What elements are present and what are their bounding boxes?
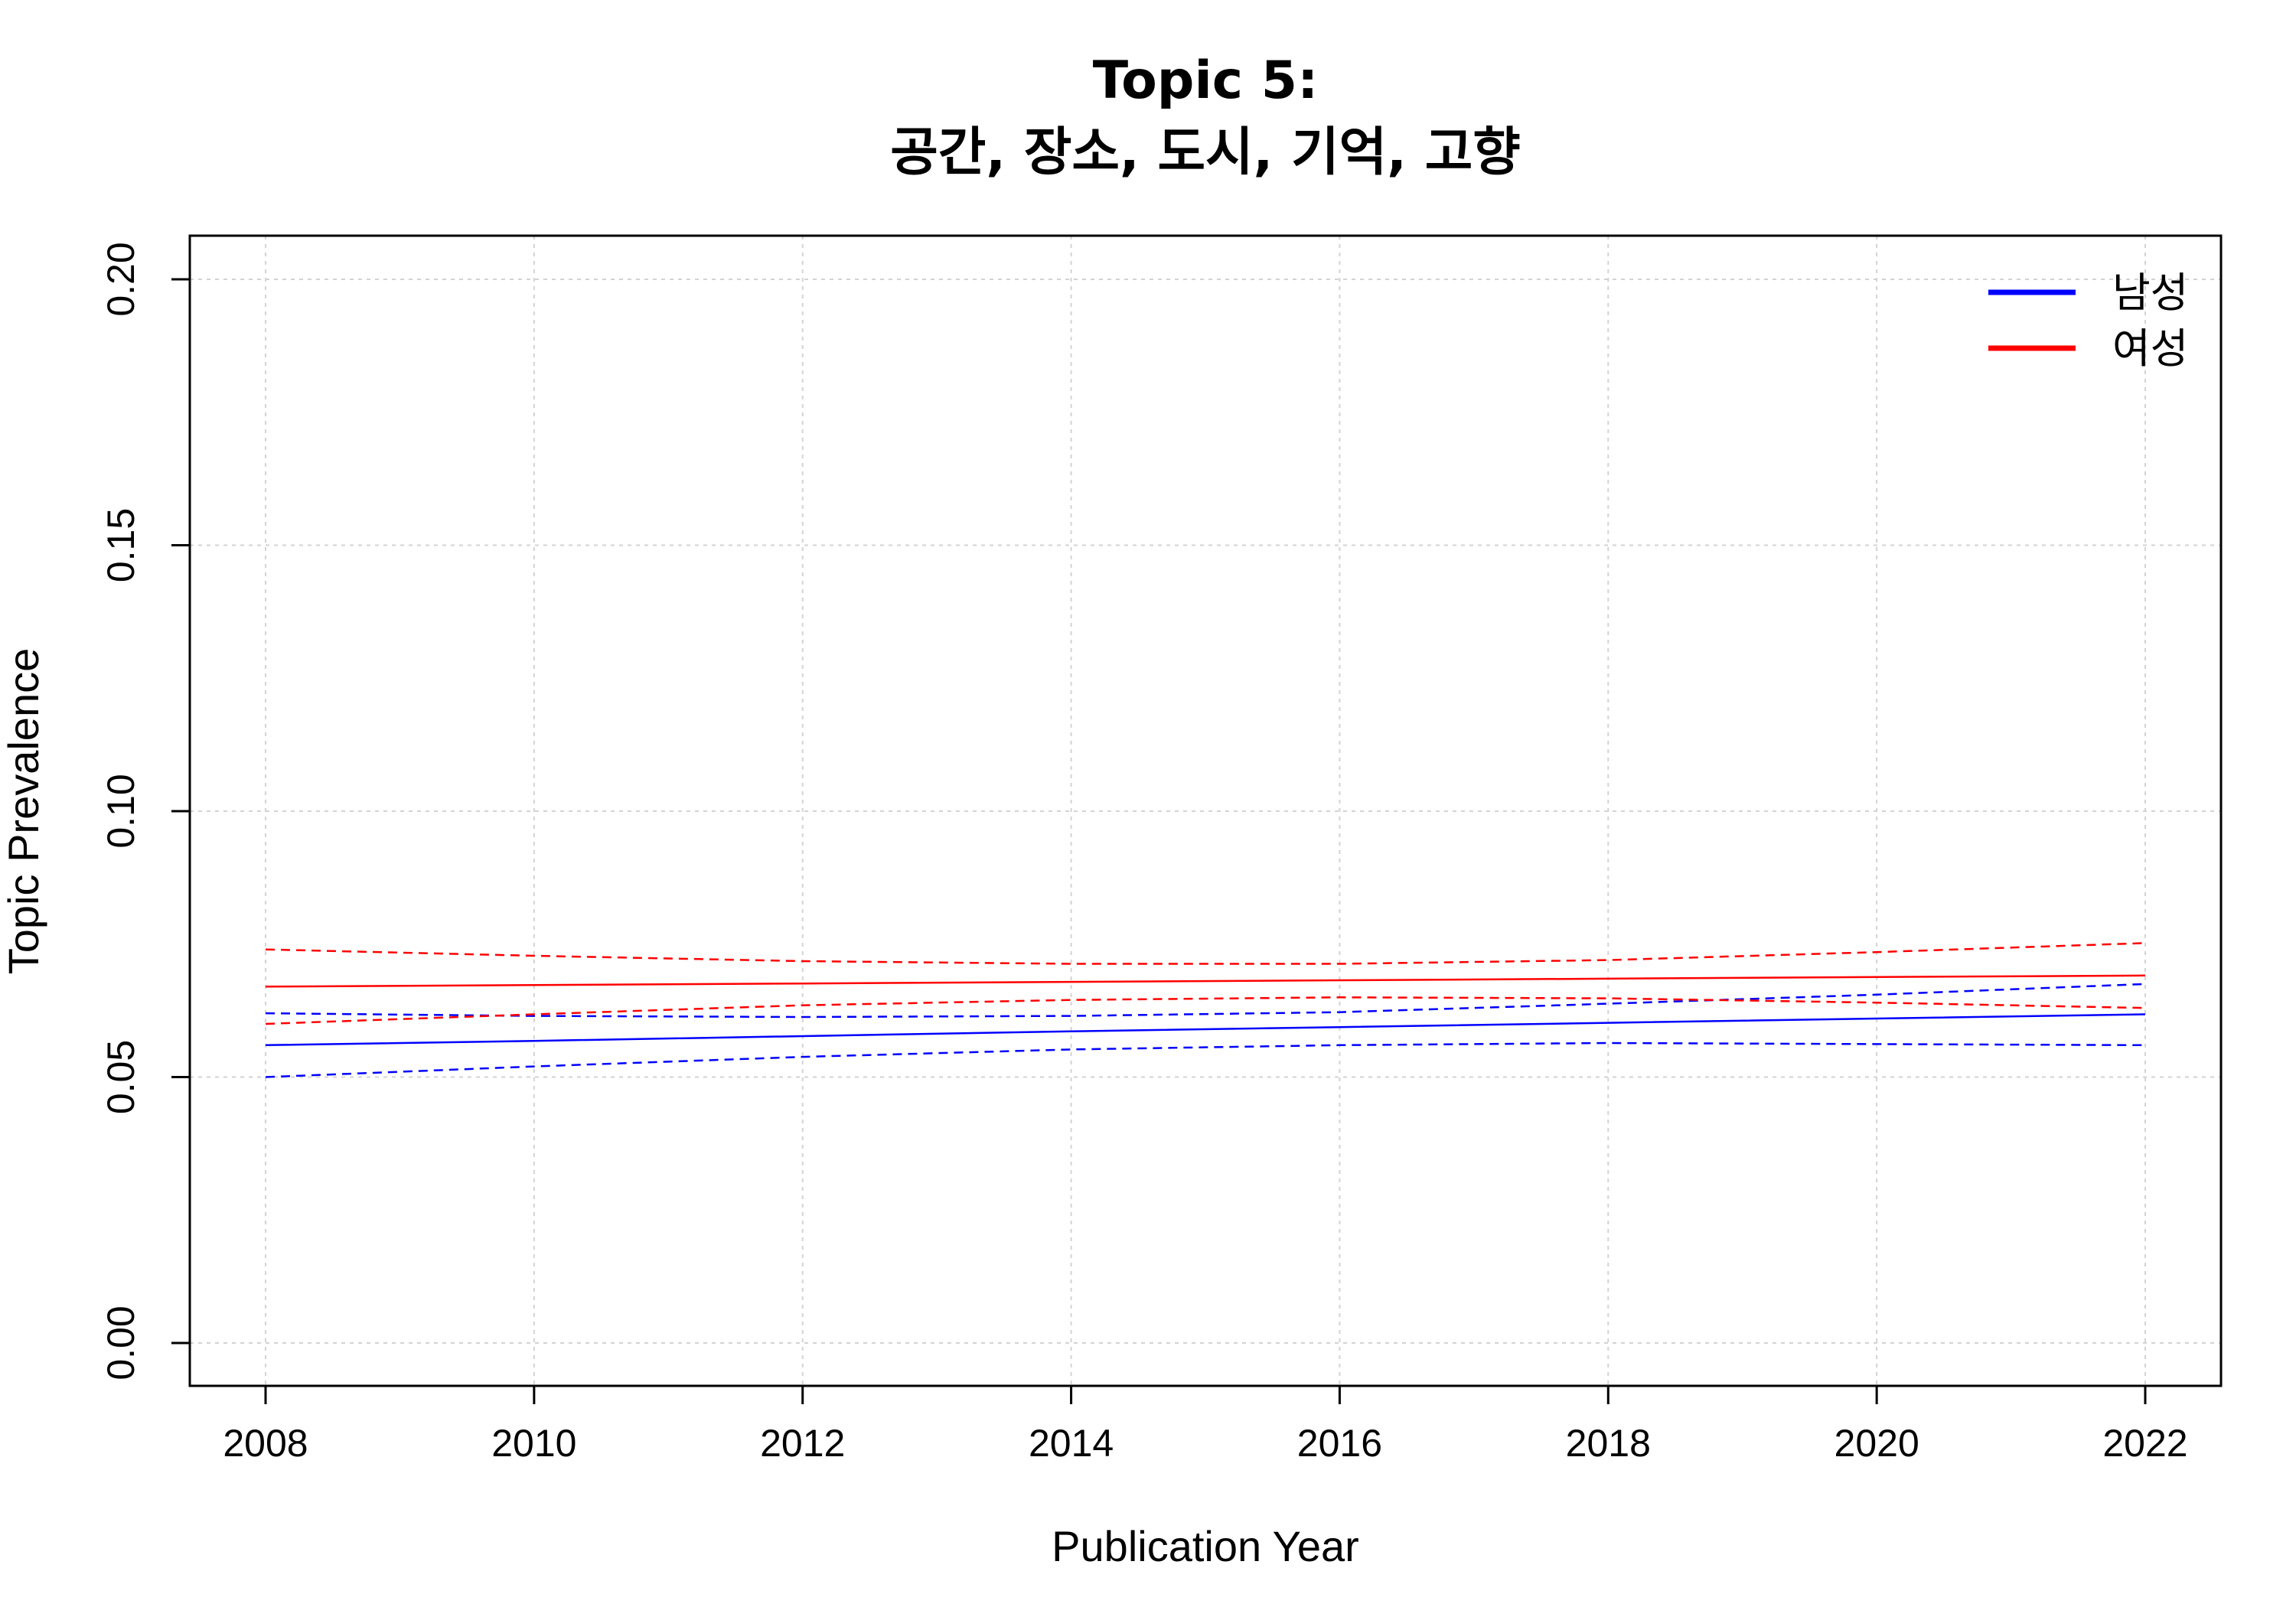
series-layer bbox=[265, 942, 2146, 1078]
y-axis: 0.00 0.05 0.10 0.15 0.20 bbox=[99, 242, 190, 1380]
x-axis: 2008 2010 2012 2014 2016 2018 2020 2022 bbox=[223, 1386, 2188, 1465]
y-tick-label: 0.00 bbox=[99, 1305, 142, 1380]
x-tick-label: 2016 bbox=[1297, 1422, 1382, 1465]
y-tick-label: 0.05 bbox=[99, 1040, 142, 1114]
grid bbox=[190, 236, 2221, 1386]
x-tick-label: 2014 bbox=[1029, 1422, 1114, 1465]
series-0-upper-bound-line bbox=[265, 983, 2146, 1019]
series-1-upper-bound-line bbox=[265, 942, 2146, 965]
x-tick-label: 2022 bbox=[2102, 1422, 2187, 1465]
x-axis-title: Publication Year bbox=[1052, 1522, 1359, 1570]
chart-subtitle: 공간, 장소, 도시, 기억, 고향 bbox=[890, 122, 1521, 183]
legend-label: 남성 bbox=[2112, 269, 2188, 317]
y-axis-title: Topic Prevalence bbox=[0, 648, 47, 974]
x-tick-label: 2010 bbox=[491, 1422, 576, 1465]
series-0-line bbox=[265, 1013, 2146, 1047]
series-0-lower-bound-line bbox=[265, 1041, 2146, 1078]
series-1-lower-bound-line bbox=[265, 996, 2146, 1025]
legend-label: 여성 bbox=[2112, 324, 2188, 373]
series-1-line bbox=[265, 974, 2146, 988]
x-tick-label: 2008 bbox=[223, 1422, 308, 1465]
y-tick-label: 0.10 bbox=[99, 774, 142, 848]
y-tick-label: 0.20 bbox=[99, 242, 142, 316]
x-tick-label: 2018 bbox=[1566, 1422, 1651, 1465]
x-tick-label: 2012 bbox=[760, 1422, 845, 1465]
chart-title: Topic 5: bbox=[1093, 51, 1319, 111]
y-tick-label: 0.15 bbox=[99, 508, 142, 582]
x-tick-label: 2020 bbox=[1835, 1422, 1919, 1465]
